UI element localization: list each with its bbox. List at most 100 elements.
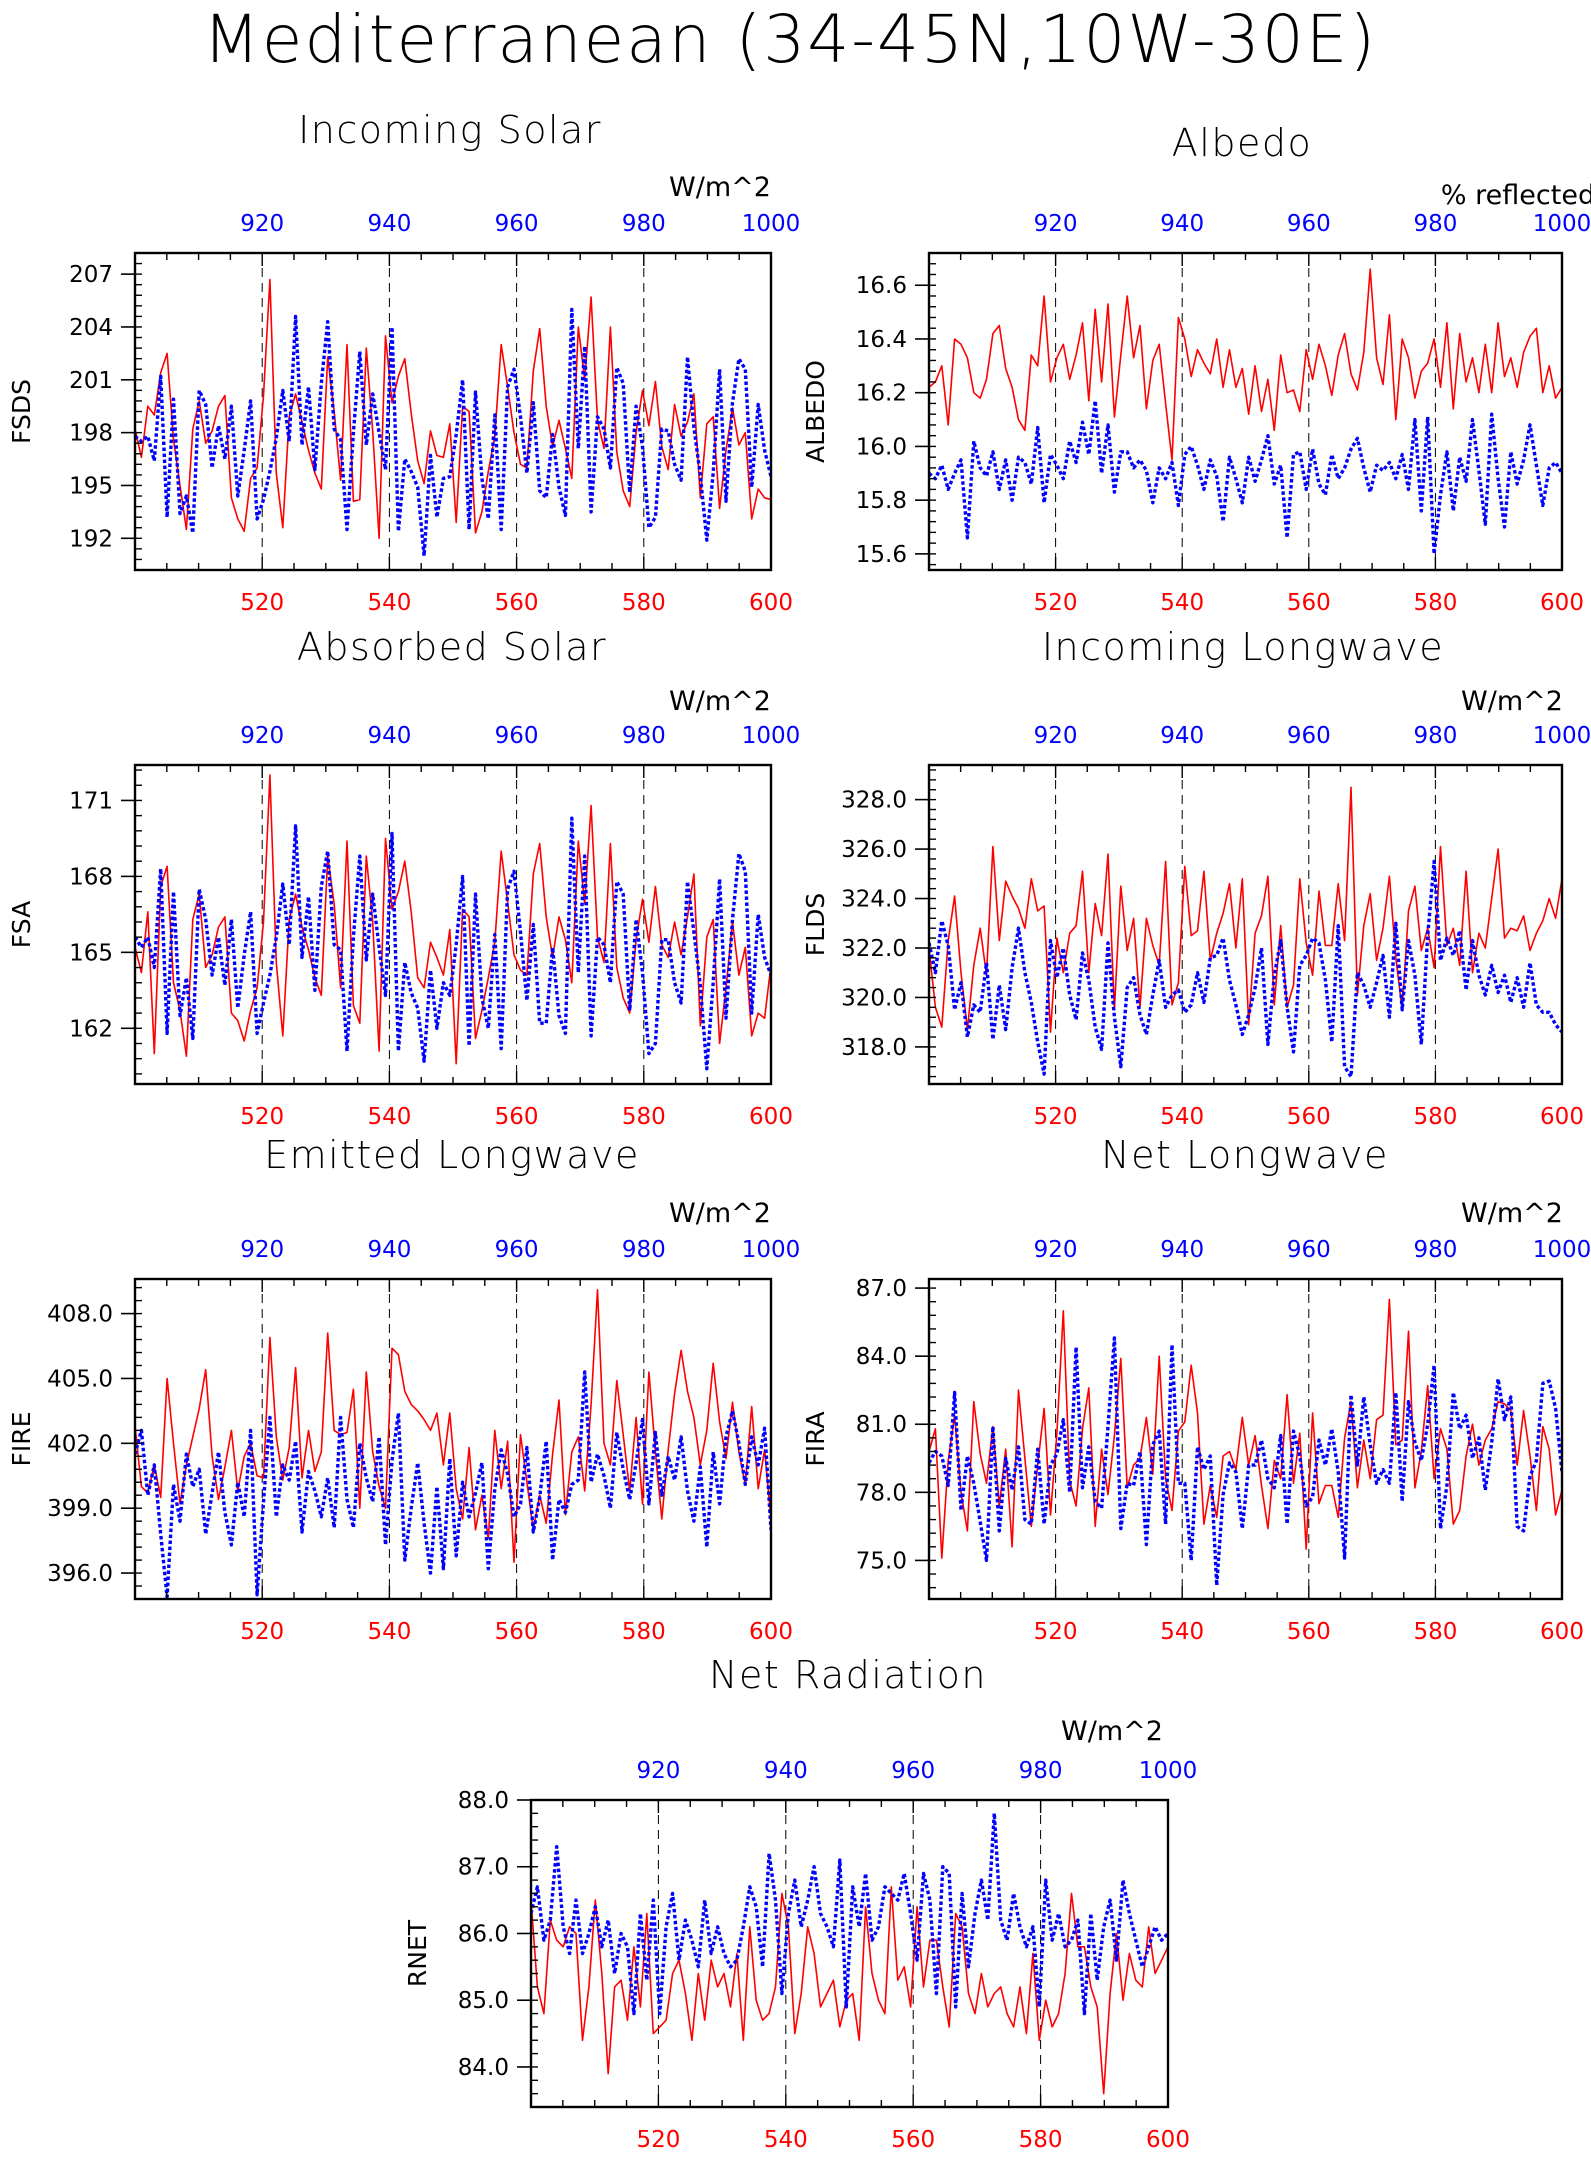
panels-group: Incoming Solar W/m^2 192 195 198 201 204 207 FSD…: [7, 108, 1591, 2153]
x-top-tick-label: 980: [1413, 211, 1457, 237]
panel-title: Absorbed Solar: [297, 625, 607, 669]
y-tick-label: 16.6: [856, 273, 907, 299]
y-tick-label: 162: [69, 1016, 113, 1042]
x-bottom-tick-label: 520: [240, 1104, 284, 1130]
series-line-blue: [135, 1370, 771, 1599]
series-line-blue: [929, 1336, 1562, 1588]
x-top-tick-label: 940: [367, 211, 411, 237]
x-top-tick-label: 920: [240, 211, 284, 237]
x-bottom-tick-label: 540: [1160, 590, 1204, 616]
y-tick-label: 198: [69, 421, 113, 447]
x-bottom-tick-label: 540: [367, 1619, 411, 1645]
panel-flds: Incoming Longwave W/m^2 318.0 320.0 322.0 324…: [801, 625, 1591, 1130]
panel-fsa: Absorbed Solar W/m^2 162 165 168 171 FSA 520 540…: [7, 625, 800, 1130]
panel-title: Net Longwave: [1101, 1133, 1389, 1177]
y-tick-label: 195: [69, 473, 113, 499]
units-label: % reflected: [1441, 180, 1591, 211]
series-line-red: [135, 278, 771, 540]
y-tick-label: 171: [69, 788, 113, 814]
y-tick-label: 399.0: [47, 1496, 113, 1522]
x-top-tick-label: 960: [1287, 1237, 1331, 1263]
x-bottom-tick-label: 580: [622, 590, 666, 616]
x-bottom-tick-label: 580: [1413, 1104, 1457, 1130]
x-top-tick-label: 1000: [1533, 723, 1591, 749]
x-top-tick-label: 940: [1160, 1237, 1204, 1263]
units-label: W/m^2: [669, 1198, 771, 1229]
x-top-tick-label: 1000: [742, 1237, 801, 1263]
panel-title: Net Radiation: [709, 1653, 987, 1697]
x-bottom-tick-label: 580: [1019, 2127, 1063, 2153]
series-line-blue: [531, 1811, 1168, 2016]
x-bottom-tick-label: 560: [495, 1619, 539, 1645]
x-top-tick-label: 960: [495, 1237, 539, 1263]
x-bottom-tick-label: 540: [367, 1104, 411, 1130]
y-tick-label: 192: [69, 526, 113, 552]
x-bottom-tick-label: 600: [1540, 1104, 1584, 1130]
x-top-tick-label: 980: [1413, 1237, 1457, 1263]
x-top-tick-label: 980: [1413, 723, 1457, 749]
x-top-tick-label: 960: [495, 723, 539, 749]
y-tick-label: 405.0: [47, 1366, 113, 1392]
panel-fira: Net Longwave W/m^2 75.0 78.0 81.0 84.0 87.0 FIR…: [801, 1133, 1591, 1645]
x-bottom-tick-label: 560: [891, 2127, 935, 2153]
x-top-tick-label: 980: [622, 211, 666, 237]
x-bottom-tick-label: 540: [367, 590, 411, 616]
x-top-tick-label: 1000: [1533, 1237, 1591, 1263]
x-bottom-tick-label: 540: [764, 2127, 808, 2153]
x-top-tick-label: 940: [1160, 211, 1204, 237]
x-top-tick-label: 1000: [742, 211, 801, 237]
x-bottom-tick-label: 560: [495, 1104, 539, 1130]
y-axis-label: FIRE: [7, 1412, 36, 1467]
y-tick-label: 15.6: [856, 542, 907, 568]
y-tick-label: 324.0: [841, 887, 907, 913]
x-bottom-tick-label: 600: [1540, 1619, 1584, 1645]
y-tick-label: 78.0: [856, 1480, 907, 1506]
y-axis-label: FSA: [7, 901, 36, 948]
y-tick-label: 84.0: [458, 2055, 509, 2081]
x-bottom-tick-label: 540: [1160, 1104, 1204, 1130]
y-tick-label: 326.0: [841, 837, 907, 863]
series-line-red: [929, 268, 1562, 461]
y-tick-label: 16.4: [856, 327, 907, 353]
x-bottom-tick-label: 580: [1413, 590, 1457, 616]
x-bottom-tick-label: 520: [1034, 590, 1078, 616]
units-label: W/m^2: [669, 172, 771, 203]
y-axis-label: FSDS: [7, 379, 36, 444]
panel-title: Emitted Longwave: [264, 1133, 640, 1177]
x-top-tick-label: 980: [622, 1237, 666, 1263]
y-axis-label: RNET: [403, 1919, 432, 1987]
panel-albedo: Albedo % reflected 15.6 15.8 16.0 16.2 16.4 16.…: [801, 121, 1591, 616]
y-tick-label: 75.0: [856, 1548, 907, 1574]
series-line-blue: [135, 816, 771, 1071]
y-axis-label: ALBEDO: [801, 360, 830, 463]
series-line-red: [135, 1289, 771, 1563]
x-bottom-tick-label: 600: [749, 590, 793, 616]
y-tick-label: 168: [69, 864, 113, 890]
x-bottom-tick-label: 520: [240, 1619, 284, 1645]
y-tick-label: 16.0: [856, 434, 907, 460]
x-bottom-tick-label: 560: [1287, 590, 1331, 616]
x-top-tick-label: 960: [1287, 211, 1331, 237]
x-bottom-tick-label: 560: [1287, 1619, 1331, 1645]
panel-title: Incoming Solar: [298, 108, 602, 152]
units-label: W/m^2: [1461, 686, 1563, 717]
x-top-tick-label: 940: [1160, 723, 1204, 749]
y-tick-label: 87.0: [458, 1855, 509, 1881]
y-tick-label: 86.0: [458, 1921, 509, 1947]
figure-title: Mediterranean (34-45N,10W-30E): [203, 1, 1377, 78]
x-top-tick-label: 920: [240, 723, 284, 749]
x-bottom-tick-label: 560: [495, 590, 539, 616]
x-bottom-tick-label: 520: [636, 2127, 680, 2153]
y-axis-label: FIRA: [801, 1411, 830, 1466]
panel-fsds: Incoming Solar W/m^2 192 195 198 201 204 207 FSD…: [7, 108, 800, 616]
x-top-tick-label: 1000: [1139, 1758, 1198, 1784]
y-tick-label: 81.0: [856, 1412, 907, 1438]
x-bottom-tick-label: 540: [1160, 1619, 1204, 1645]
series-line-blue: [135, 307, 771, 558]
y-tick-label: 320.0: [841, 985, 907, 1011]
x-top-tick-label: 1000: [1533, 211, 1591, 237]
x-top-tick-label: 960: [495, 211, 539, 237]
x-bottom-tick-label: 520: [1034, 1104, 1078, 1130]
x-bottom-tick-label: 560: [1287, 1104, 1331, 1130]
y-tick-label: 396.0: [47, 1561, 113, 1587]
